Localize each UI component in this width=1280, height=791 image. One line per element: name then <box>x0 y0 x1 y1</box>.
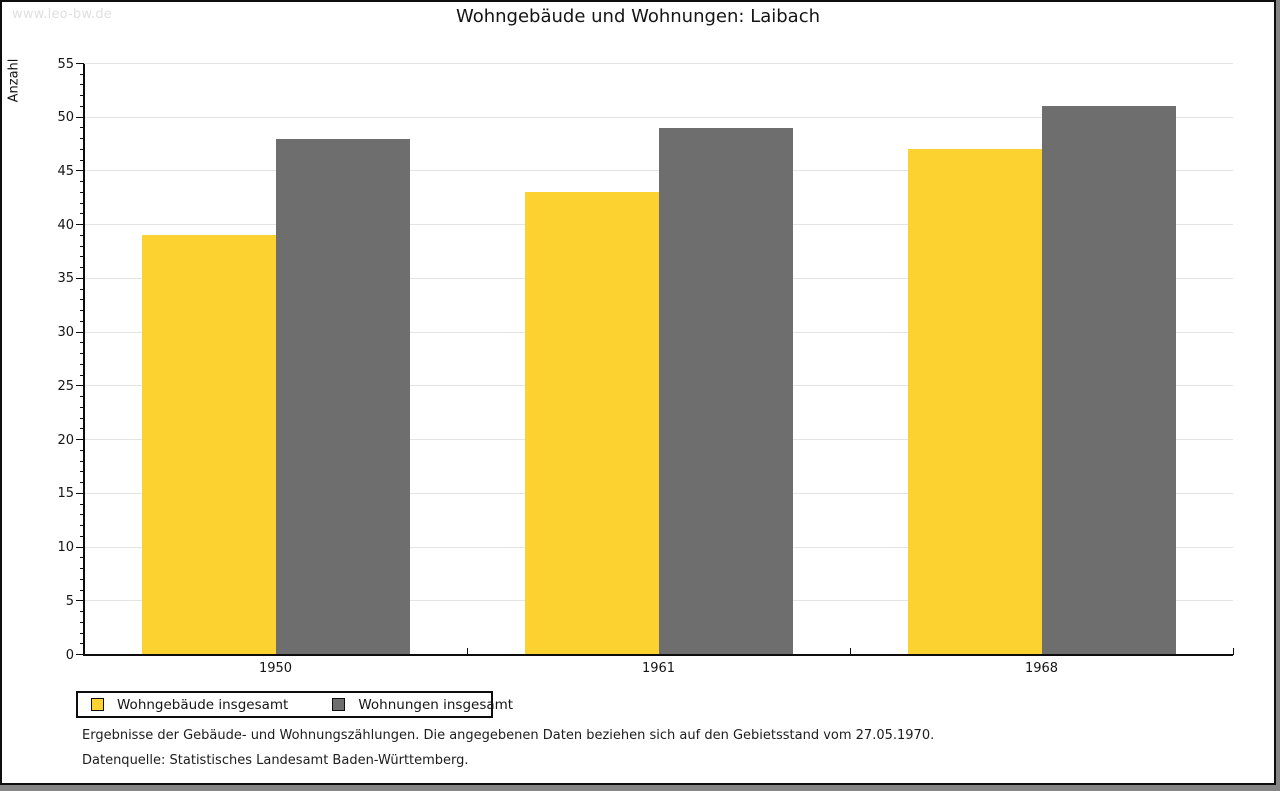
y-tick-13 <box>80 514 84 516</box>
y-tick-38 <box>80 245 84 247</box>
y-tick-31 <box>80 320 84 322</box>
y-axis-label-0: 0 <box>65 647 74 663</box>
x-boundary-tick-3 <box>1232 647 1234 655</box>
legend-label: Wohngebäude insgesamt <box>117 696 289 713</box>
y-tick-53 <box>80 84 84 86</box>
bar-1950-wohnungen <box>275 138 410 655</box>
y-tick-9 <box>80 557 84 559</box>
chart-title: Wohngebäude und Wohnungen: Laibach <box>455 6 821 27</box>
y-tick-7 <box>80 578 84 580</box>
legend-box: Wohngebäude insgesamt Wohnungen insgesam… <box>76 691 513 718</box>
y-tick-6 <box>80 589 84 591</box>
legend-item-wohnungen: Wohnungen insgesamt <box>332 697 513 713</box>
y-axis-label-35: 35 <box>57 271 74 287</box>
legend-label: Wohnungen insgesamt <box>358 696 514 713</box>
y-tick-46 <box>80 159 84 161</box>
y-tick-43 <box>80 191 84 193</box>
bar-1961-wohngebaeude <box>524 192 659 655</box>
y-tick-1 <box>80 643 84 645</box>
y-tick-45 <box>76 170 84 172</box>
bar-1950-wohngebaeude <box>141 235 276 655</box>
y-tick-49 <box>80 127 84 129</box>
x-axis-label-1961: 1961 <box>641 660 676 676</box>
y-tick-14 <box>80 503 84 505</box>
y-tick-27 <box>80 363 84 365</box>
y-tick-37 <box>80 256 84 258</box>
y-axis-label-50: 50 <box>57 110 74 126</box>
y-tick-23 <box>80 406 84 408</box>
y-tick-17 <box>80 471 84 473</box>
y-tick-28 <box>80 353 84 355</box>
x-boundary-tick-2 <box>849 647 851 655</box>
y-tick-26 <box>80 374 84 376</box>
y-tick-34 <box>80 288 84 290</box>
y-tick-32 <box>80 310 84 312</box>
bar-1968-wohngebaeude <box>907 149 1042 655</box>
y-tick-25 <box>76 385 84 387</box>
y-tick-29 <box>80 342 84 344</box>
y-axis-label-15: 15 <box>57 486 74 502</box>
y-tick-24 <box>80 396 84 398</box>
legend-swatch-yellow-icon <box>91 698 104 711</box>
y-axis-label-45: 45 <box>57 163 74 179</box>
y-tick-40 <box>76 224 84 226</box>
y-tick-20 <box>76 439 84 441</box>
y-tick-0 <box>76 654 84 655</box>
y-tick-4 <box>80 611 84 613</box>
y-tick-11 <box>80 535 84 537</box>
y-tick-35 <box>76 277 84 279</box>
y-tick-44 <box>80 181 84 183</box>
y-tick-18 <box>80 460 84 462</box>
legend-item-wohngebaeude: Wohngebäude insgesamt <box>91 697 288 713</box>
x-boundary-tick-1 <box>466 647 468 655</box>
y-tick-16 <box>80 482 84 484</box>
gridline-y-50 <box>84 116 1233 118</box>
footnote-gebietsstand: Ergebnisse der Gebäude- und Wohnungszähl… <box>82 728 935 743</box>
legend-swatch-gray-icon <box>332 698 346 711</box>
y-tick-55 <box>76 63 84 64</box>
y-tick-22 <box>80 417 84 419</box>
y-tick-21 <box>80 428 84 430</box>
gridline-y-55 <box>84 63 1233 64</box>
y-tick-54 <box>80 73 84 75</box>
y-axis-label-40: 40 <box>57 217 74 233</box>
y-tick-5 <box>76 600 84 602</box>
y-axis-label-20: 20 <box>57 432 74 448</box>
y-tick-48 <box>80 138 84 140</box>
y-axis-label-30: 30 <box>57 325 74 341</box>
y-axis-label-10: 10 <box>57 540 74 556</box>
x-axis-line <box>83 653 1233 656</box>
y-axis-label-55: 55 <box>57 56 74 72</box>
y-tick-47 <box>80 148 84 150</box>
x-axis-label-1968: 1968 <box>1024 660 1059 676</box>
y-tick-39 <box>80 234 84 236</box>
y-tick-12 <box>80 525 84 527</box>
y-tick-52 <box>80 95 84 97</box>
y-tick-8 <box>80 568 84 570</box>
y-tick-30 <box>76 331 84 333</box>
y-tick-2 <box>80 632 84 634</box>
y-tick-36 <box>80 267 84 269</box>
watermark-text: www.leo-bw.de <box>12 7 113 22</box>
bar-1968-wohnungen <box>1041 106 1176 655</box>
y-tick-3 <box>80 621 84 623</box>
y-tick-42 <box>80 202 84 204</box>
y-tick-10 <box>76 546 84 548</box>
y-tick-19 <box>80 449 84 451</box>
bar-1961-wohnungen <box>658 127 793 655</box>
y-axis-label-5: 5 <box>65 593 74 609</box>
y-tick-15 <box>76 492 84 494</box>
y-axis-line <box>83 63 85 656</box>
x-axis-label-1950: 1950 <box>258 660 293 676</box>
y-tick-41 <box>80 213 84 215</box>
footnote-datenquelle: Datenquelle: Statistisches Landesamt Bad… <box>82 753 469 768</box>
y-tick-33 <box>80 299 84 301</box>
y-axis-label-25: 25 <box>57 378 74 394</box>
y-tick-51 <box>80 105 84 107</box>
y-tick-50 <box>76 116 84 118</box>
